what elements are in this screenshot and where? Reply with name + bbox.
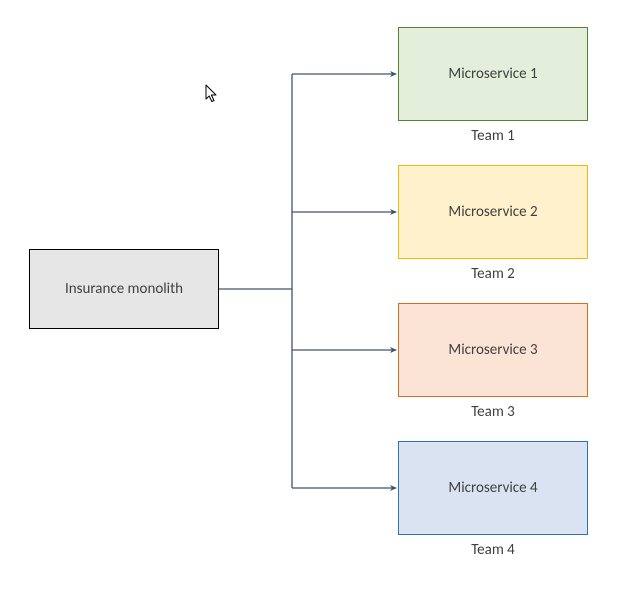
microservice-box-3-label: Microservice 3 (448, 341, 537, 359)
team-caption-3: Team 3 (398, 403, 588, 421)
team-caption-4: Team 4 (398, 541, 588, 559)
microservice-box-4: Microservice 4 (398, 441, 588, 535)
microservice-box-4-label: Microservice 4 (448, 479, 537, 497)
microservice-box-3: Microservice 3 (398, 303, 588, 397)
microservice-box-1-label: Microservice 1 (448, 65, 537, 83)
team-caption-2: Team 2 (398, 265, 588, 283)
team-caption-1: Team 1 (398, 127, 588, 145)
microservice-box-2-label: Microservice 2 (448, 203, 537, 221)
monolith-box: Insurance monolith (29, 249, 219, 329)
monolith-box-label: Insurance monolith (65, 280, 183, 298)
microservice-box-2: Microservice 2 (398, 165, 588, 259)
cursor-pointer-icon (205, 84, 221, 106)
microservice-box-1: Microservice 1 (398, 27, 588, 121)
